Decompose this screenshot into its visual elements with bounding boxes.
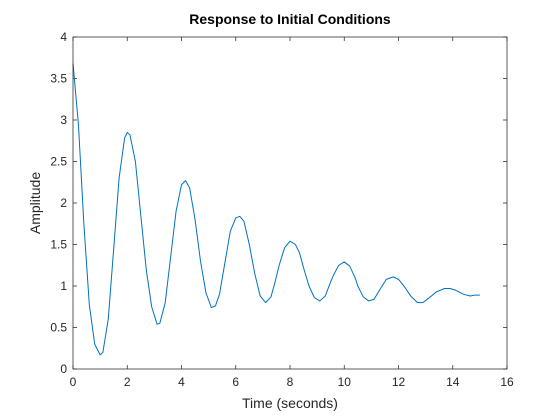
chart-title: Response to Initial Conditions [189, 11, 391, 27]
y-tick-label: 1.5 [50, 238, 67, 252]
x-tick-label: 10 [338, 375, 352, 389]
y-axis-label: Amplitude [27, 172, 43, 234]
y-tick-label: 3 [60, 113, 67, 127]
plot-area [73, 37, 507, 369]
y-tick-label: 4 [60, 30, 67, 44]
x-tick-label: 4 [178, 375, 185, 389]
y-tick-label: 3.5 [50, 72, 67, 86]
y-tick-label: 2.5 [50, 155, 67, 169]
x-tick-label: 6 [232, 375, 239, 389]
x-tick-label: 0 [70, 375, 77, 389]
y-tick-label: 2 [60, 196, 67, 210]
y-tick-label: 0 [60, 362, 67, 376]
x-tick-label: 8 [287, 375, 294, 389]
x-tick-label: 2 [124, 375, 131, 389]
x-axis-label: Time (seconds) [242, 395, 338, 411]
x-tick-label: 14 [446, 375, 460, 389]
response-line [72, 63, 480, 356]
y-tick-label: 0.5 [50, 321, 67, 335]
axes-box [72, 36, 508, 370]
x-tick-label: 16 [500, 375, 514, 389]
x-tick-label: 12 [392, 375, 406, 389]
y-tick-label: 1 [60, 279, 67, 293]
